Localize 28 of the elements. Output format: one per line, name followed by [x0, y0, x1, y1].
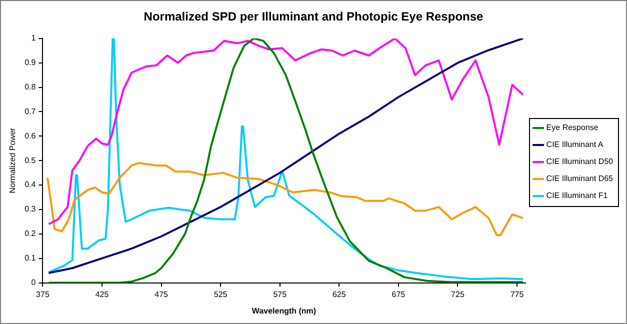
chart-title: Normalized SPD per Illuminant and Photopic Eye Response	[144, 10, 484, 24]
legend-label: Eye Response	[546, 123, 599, 132]
x-tick-label: 725	[451, 290, 465, 299]
x-tick-label: 525	[214, 290, 228, 299]
legend-label: CIE Illuminant F1	[546, 191, 608, 200]
y-tick-label: 0.7	[24, 106, 36, 116]
y-tick-label: 0.4	[24, 180, 36, 190]
x-axis-title: Wavelength (nm)	[252, 306, 316, 316]
y-axis-title: Normalized Power	[8, 128, 18, 194]
y-tick-label: 0.6	[24, 131, 36, 140]
y-tick-label: 0.8	[24, 82, 36, 92]
x-tick-label: 475	[154, 290, 169, 299]
legend-label: CIE Illuminant D65	[546, 174, 614, 184]
x-tick-label: 675	[392, 290, 406, 299]
y-tick-label: 0.3	[24, 204, 36, 214]
y-tick-label: 0	[31, 278, 36, 288]
y-tick-label: 0.2	[24, 229, 36, 238]
y-tick-label: 1	[31, 34, 36, 43]
x-tick-label: 575	[273, 290, 288, 299]
x-tick-label: 625	[332, 290, 346, 299]
x-tick-label: 775	[510, 290, 524, 299]
y-tick-label: 0.5	[24, 156, 36, 165]
y-tick-label: 0.9	[24, 58, 36, 68]
y-tick-label: 0.1	[24, 254, 36, 263]
legend-label: CIE Illuminant A	[546, 140, 604, 150]
legend-label: CIE Illuminant D50	[546, 157, 614, 166]
x-tick-label: 425	[95, 290, 110, 299]
x-tick-label: 375	[36, 290, 50, 299]
